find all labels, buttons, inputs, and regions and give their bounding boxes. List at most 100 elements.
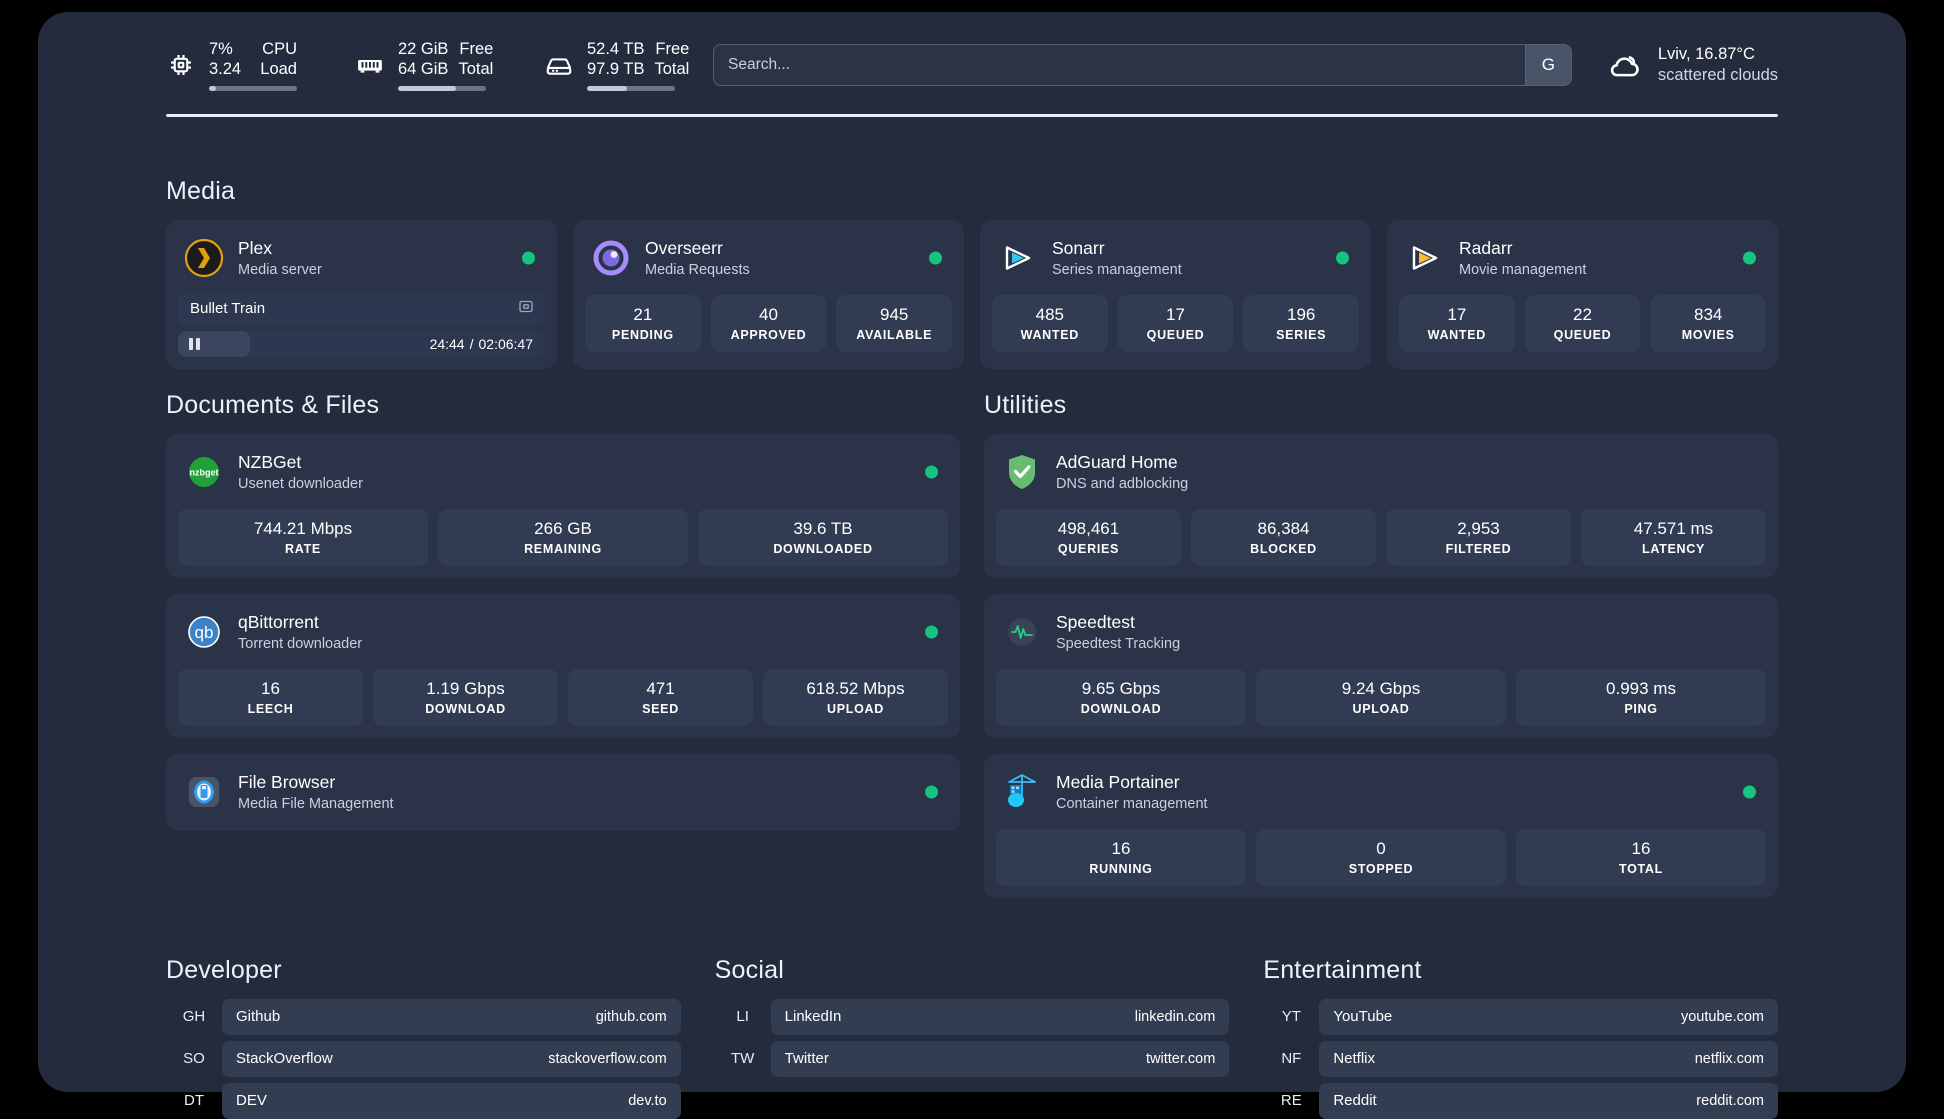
- stat-value: 744.21 Mbps: [253, 518, 353, 538]
- stat-label: QUEUED: [1146, 327, 1205, 342]
- stat-tile: 47.571 ms LATENCY: [1581, 508, 1766, 566]
- service-card-plex[interactable]: Plex Media server Bullet Train: [166, 219, 557, 369]
- stat-label: STOPPED: [1348, 861, 1414, 876]
- bookmark-name: DEV: [236, 1092, 267, 1109]
- service-card-speedtest[interactable]: Speedtest Speedtest Tracking 9.65 Gbps D…: [984, 593, 1778, 738]
- service-card-qbittorrent[interactable]: qb qBittorrent Torrent downloader 16 LEE…: [166, 593, 960, 738]
- search-provider-label: G: [1541, 55, 1555, 74]
- search-provider-button[interactable]: G: [1524, 45, 1571, 85]
- storage-progress-bar: [587, 86, 675, 91]
- status-dot: [925, 465, 938, 479]
- card-subtitle: DNS and adblocking: [1056, 475, 1189, 492]
- bookmark-link[interactable]: Netflix netflix.com: [1319, 1040, 1778, 1077]
- now-playing-row[interactable]: Bullet Train: [178, 292, 545, 325]
- stat-label: TOTAL: [1618, 861, 1663, 876]
- stat-label: BLOCKED: [1250, 541, 1317, 556]
- stat-tile: 17 QUEUED: [1117, 294, 1234, 352]
- card-subtitle: Media File Management: [238, 795, 394, 812]
- stat-tile: 39.6 TB DOWNLOADED: [698, 508, 948, 566]
- bookmark-item[interactable]: GH Github github.com: [166, 998, 681, 1035]
- card-title: Media Portainer: [1056, 771, 1180, 792]
- bookmark-group-title: Entertainment: [1263, 955, 1422, 984]
- bookmark-link[interactable]: Reddit reddit.com: [1319, 1082, 1778, 1119]
- stat-value: 471: [646, 678, 675, 698]
- radarr-icon: [1405, 238, 1445, 278]
- stat-value: 16: [261, 678, 280, 698]
- service-card-nzbget[interactable]: nzbget NZBGet Usenet downloader 744.21 M…: [166, 433, 960, 578]
- dashboard-frame: 7% 3.24 CPU Load: [38, 12, 1906, 1119]
- stat-value: 21: [633, 304, 653, 324]
- bookmark-domain: github.com: [595, 1008, 667, 1025]
- stat-value: 0.993 ms: [1606, 678, 1676, 698]
- service-card-media-portainer[interactable]: Media Portainer Container management 16 …: [984, 753, 1778, 898]
- adguard-icon: [1002, 452, 1042, 492]
- search-bar[interactable]: G: [713, 44, 1572, 86]
- sonarr-icon: [998, 238, 1038, 278]
- search-input[interactable]: [714, 45, 1525, 85]
- stat-label: AVAILABLE: [856, 327, 933, 342]
- bookmark-item[interactable]: LI LinkedIn linkedin.com: [715, 998, 1230, 1035]
- service-card-sonarr[interactable]: Sonarr Series management 485 WANTED 17 Q…: [980, 219, 1371, 369]
- bookmark-link[interactable]: Github github.com: [222, 998, 681, 1035]
- weather-widget[interactable]: Lviv, 16.87°C scattered clouds: [1606, 44, 1778, 86]
- bookmark-link[interactable]: LinkedIn linkedin.com: [770, 998, 1230, 1035]
- bookmark-item[interactable]: YT YouTube youtube.com: [1263, 998, 1778, 1035]
- memory-label-2: Total: [458, 60, 494, 78]
- cpu-value-2: 3.24: [209, 60, 242, 78]
- service-card-adguard-home[interactable]: AdGuard Home DNS and adblocking 498,461 …: [984, 433, 1778, 578]
- stat-tile: 86,384 BLOCKED: [1191, 508, 1376, 566]
- card-subtitle: Media Requests: [645, 261, 750, 278]
- stat-tile: 945 AVAILABLE: [836, 294, 953, 352]
- bookmark-link[interactable]: YouTube youtube.com: [1319, 998, 1778, 1035]
- bookmark-item[interactable]: NF Netflix netflix.com: [1263, 1040, 1778, 1077]
- storage-label-2: Total: [654, 60, 690, 78]
- bookmark-badge: TW: [730, 1050, 755, 1067]
- cast-icon[interactable]: [518, 298, 534, 319]
- media-card-grid: Plex Media server Bullet Train: [166, 219, 1778, 369]
- playback-duration: 02:06:47: [478, 335, 534, 352]
- cpu-progress-bar: [209, 86, 297, 91]
- stat-label: UPLOAD: [1352, 701, 1410, 716]
- stat-label: FILTERED: [1445, 541, 1512, 556]
- service-card-radarr[interactable]: Radarr Movie management 17 WANTED 22 QUE…: [1387, 219, 1778, 369]
- bookmark-domain: youtube.com: [1680, 1008, 1764, 1025]
- bookmark-item[interactable]: DT DEV dev.to: [166, 1082, 681, 1119]
- bookmark-link[interactable]: Twitter twitter.com: [770, 1040, 1230, 1077]
- playback-progress-row[interactable]: 24:44/02:06:47: [178, 330, 545, 357]
- cpu-label-2: Load: [260, 60, 297, 78]
- card-title: Speedtest: [1056, 611, 1135, 632]
- status-dot: [925, 625, 938, 639]
- system-stats: 7% 3.24 CPU Load: [166, 39, 689, 91]
- bookmark-link[interactable]: DEV dev.to: [222, 1082, 681, 1119]
- card-title: Plex: [238, 237, 273, 258]
- stat-label: QUERIES: [1057, 541, 1120, 556]
- stat-value: 47.571 ms: [1633, 518, 1714, 538]
- playback-progress-fill: [178, 330, 250, 357]
- bookmark-group-developer: Developer GH Github github.com SO StackO…: [166, 956, 681, 1119]
- bookmark-group-title: Developer: [166, 955, 282, 984]
- memory-value-1: 22 GiB: [398, 40, 449, 58]
- card-stats: 17 WANTED 22 QUEUED 834 MOVIES: [1399, 294, 1767, 352]
- bookmark-item[interactable]: TW Twitter twitter.com: [715, 1040, 1230, 1077]
- stat-tile: 834 MOVIES: [1650, 294, 1767, 352]
- overseerr-icon: [591, 238, 631, 278]
- bookmark-item[interactable]: RE Reddit reddit.com: [1263, 1082, 1778, 1119]
- stat-label: UPLOAD: [827, 701, 884, 716]
- service-card-overseerr[interactable]: Overseerr Media Requests 21 PENDING 40 A…: [573, 219, 964, 369]
- service-card-file-browser[interactable]: File Browser Media File Management: [166, 753, 960, 831]
- stat-tile: 9.24 Gbps UPLOAD: [1256, 668, 1506, 726]
- memory-value-2: 64 GiB: [398, 60, 449, 78]
- card-stats: 9.65 Gbps DOWNLOAD 9.24 Gbps UPLOAD 0.99…: [996, 668, 1766, 726]
- bookmark-item[interactable]: SO StackOverflow stackoverflow.com: [166, 1040, 681, 1077]
- pause-icon[interactable]: [189, 337, 200, 350]
- bookmark-name: Netflix: [1333, 1050, 1376, 1067]
- stat-value: 0: [1376, 838, 1386, 858]
- bookmark-name: YouTube: [1333, 1008, 1393, 1025]
- bookmark-link[interactable]: StackOverflow stackoverflow.com: [222, 1040, 681, 1077]
- card-title: NZBGet: [238, 451, 302, 472]
- section-title-utilities: Utilities: [984, 390, 1067, 419]
- stat-value: 22: [1573, 304, 1592, 324]
- section-title-media: Media: [166, 176, 236, 205]
- bookmark-group-social: Social LI LinkedIn linkedin.com TW Twitt…: [715, 956, 1230, 1119]
- stat-tile: 0 STOPPED: [1256, 828, 1506, 886]
